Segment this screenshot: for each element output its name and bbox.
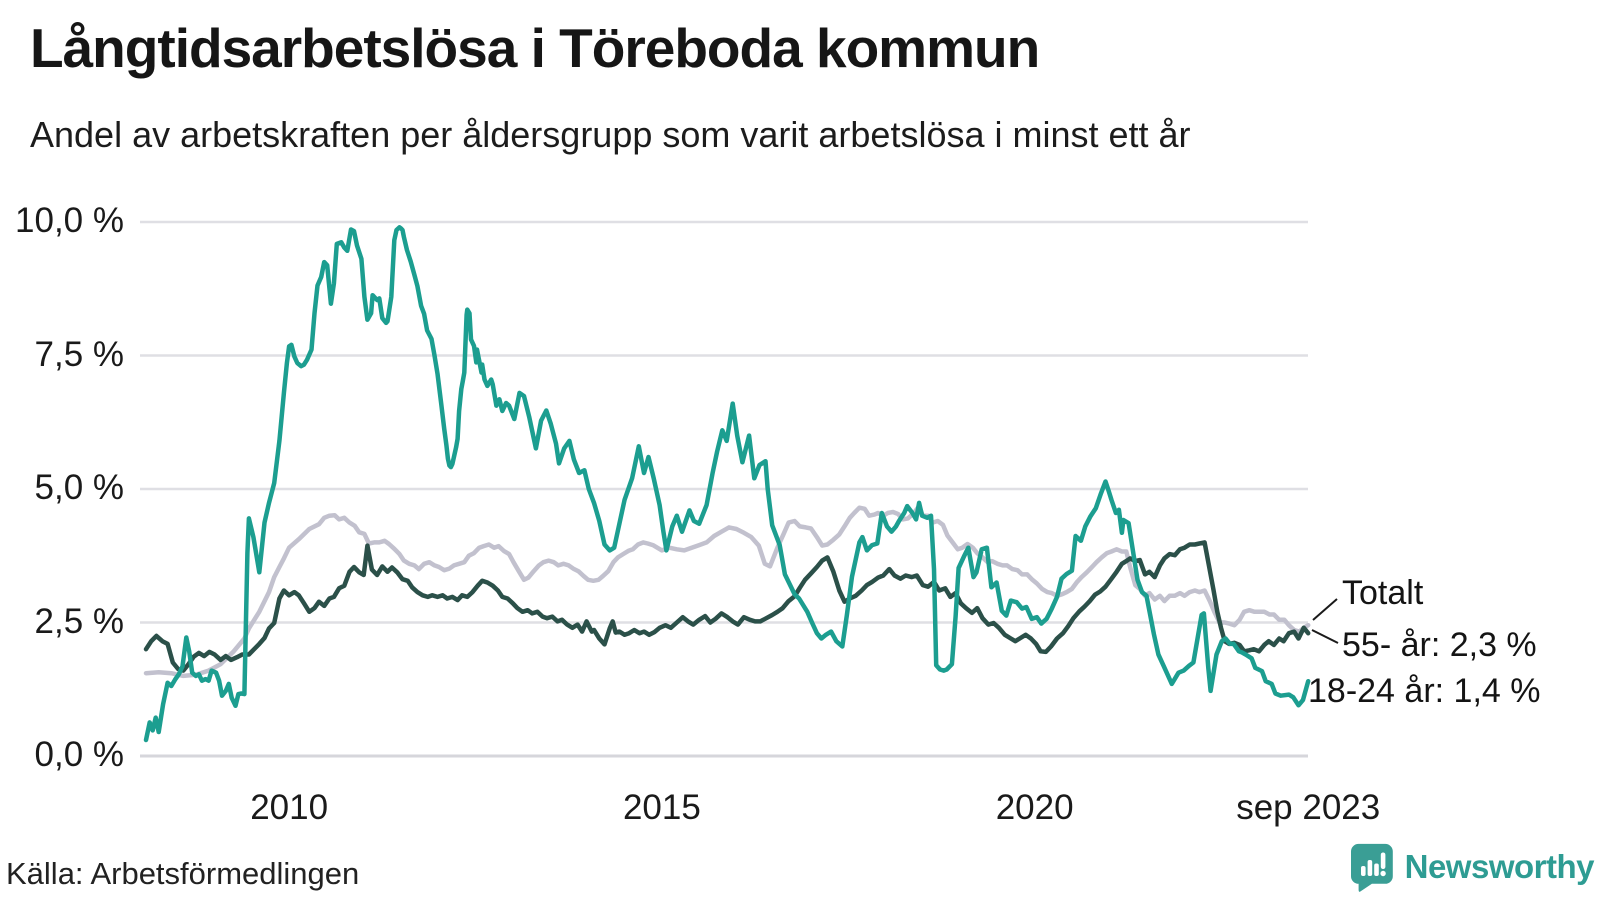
x-axis-tick-label: sep 2023 [1236, 788, 1381, 827]
callout-line-totalt [1312, 598, 1338, 621]
x-axis-tick-label: 2015 [622, 788, 701, 827]
series-line-55-r [143, 540, 1311, 673]
x-axis-tick-label: 2020 [995, 788, 1074, 827]
y-axis-tick-label: 5,0 % [34, 468, 125, 507]
y-axis-tick-label: 0,0 % [34, 735, 125, 774]
chart-subtitle: Andel av arbetskraften per åldersgrupp s… [30, 114, 1191, 155]
series-end-label-55: 55- år: 2,3 % [1342, 626, 1537, 664]
y-axis-tick-label: 2,5 % [34, 601, 125, 641]
y-axis-tick-label: 10,0 % [15, 201, 124, 240]
source-note: Källa: Arbetsförmedlingen [6, 856, 360, 891]
newsworthy-logo-text: Newsworthy [1404, 848, 1595, 885]
newsworthy-logo: Newsworthy [1350, 842, 1595, 892]
page-title: Långtidsarbetslösa i Töreboda kommun [30, 17, 1040, 79]
series-end-label-18-24: 18-24 år: 1,4 % [1308, 672, 1541, 710]
callout-line-55 [1311, 629, 1339, 644]
series-end-label-totalt: Totalt [1342, 574, 1424, 612]
bar-chart-speech-bubble-icon [1350, 843, 1393, 892]
series-line-18-24-r [143, 225, 1311, 743]
x-axis-tick-label: 2010 [250, 788, 329, 827]
y-axis-tick-label: 7,5 % [34, 334, 125, 374]
series-line-totalt [143, 503, 1311, 679]
